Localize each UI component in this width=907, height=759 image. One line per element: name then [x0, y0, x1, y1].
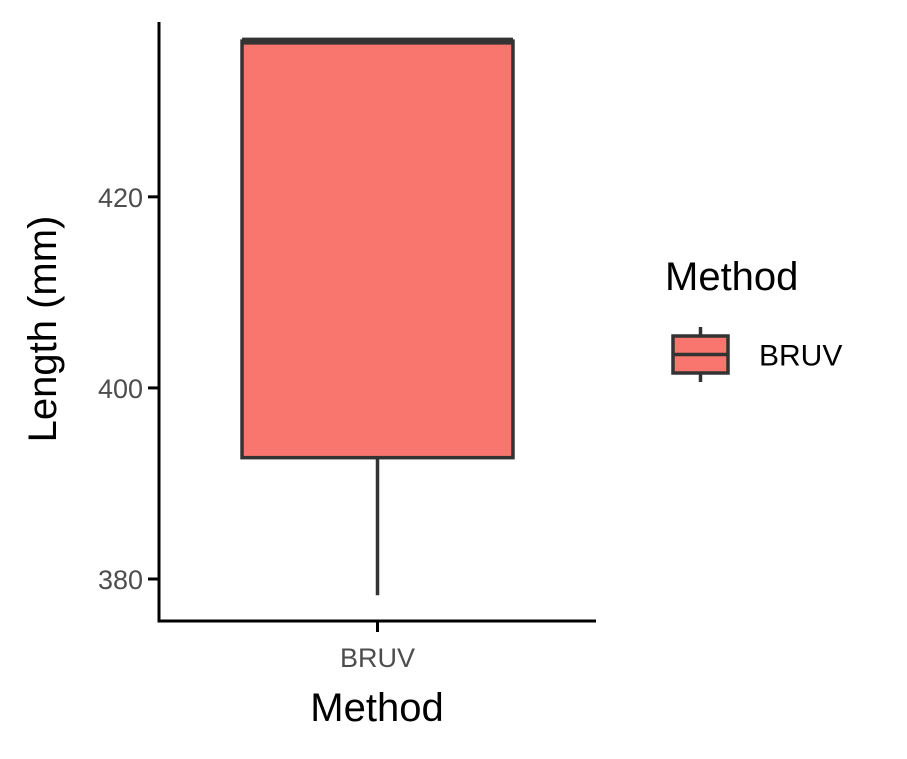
- x-ticks: BRUV: [340, 621, 415, 673]
- legend-title: Method: [665, 255, 798, 299]
- y-tick-label: 380: [98, 565, 143, 595]
- legend-entry-label: BRUV: [759, 340, 842, 373]
- plot-area: [240, 37, 515, 596]
- box-iqr: [240, 39, 515, 460]
- y-tick-label: 420: [98, 183, 143, 213]
- y-tick-label: 400: [98, 374, 143, 404]
- y-axis-title: Length (mm): [21, 216, 65, 443]
- y-ticks: 380 400 420: [98, 183, 159, 595]
- x-tick-label: BRUV: [340, 643, 415, 673]
- x-axis-title: Method: [310, 686, 443, 730]
- legend: Method BRUV: [665, 255, 842, 382]
